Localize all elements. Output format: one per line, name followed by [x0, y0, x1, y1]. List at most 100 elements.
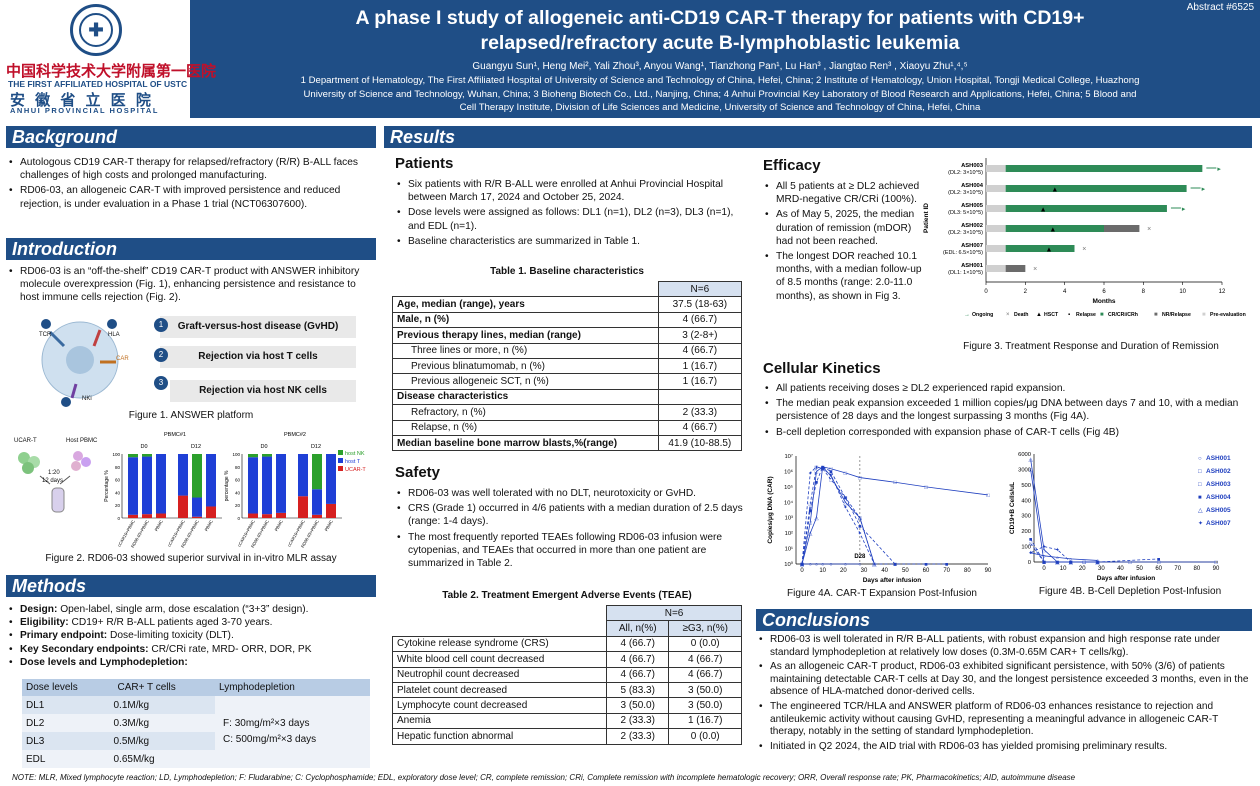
d28-annotation: D28 — [854, 554, 866, 560]
data-point: ○ — [821, 562, 824, 568]
category-sub-label: (DL2: 3×10^5) — [948, 190, 983, 196]
fig1-num: 1 — [154, 318, 168, 332]
table-row: Relapse, n (%) 4 (66.7) — [392, 419, 743, 436]
bar-segment — [128, 454, 138, 458]
fig4a-expansion-chart: 10⁷ 10⁶ 10⁵ 10⁴ 10³ 10² 10¹ 10⁰ 0 10 20 30 40 50 60 70 8… — [767, 453, 992, 584]
bar-segment — [312, 514, 322, 518]
legend-label: host NK — [345, 451, 365, 457]
fig1-num: 3 — [154, 376, 168, 390]
data-point: □ — [800, 562, 804, 568]
row-label: Previous therapy lines, median (range) — [392, 327, 659, 344]
list-item: The most frequently reported TEAEs follo… — [396, 531, 744, 571]
hospital-name-cn: 中国科学技术大学附属第一医院 — [6, 63, 217, 80]
x-tick-label: 70 — [1174, 566, 1181, 572]
legend-label: UCAR-T — [345, 467, 366, 473]
tick-label: 80 — [235, 465, 241, 470]
data-point: △ — [800, 562, 805, 568]
pbmc-label: PBMC#1 — [164, 432, 186, 438]
bar-segment — [192, 454, 202, 498]
x-tick-label: 40 — [881, 568, 888, 574]
data-point: ✦ — [1068, 559, 1073, 566]
table-row: Neutrophil count decreased 4 (66.7) 4 (66.… — [391, 666, 742, 683]
ld-cyclophosphamide: C: 500mg/m²×3 days — [223, 734, 317, 745]
series-line — [1030, 543, 1098, 563]
row-value: 1 (16.7) — [657, 373, 743, 390]
nki-label: NKi — [82, 396, 92, 402]
data-point: ■ — [829, 469, 832, 475]
bar-segment — [156, 454, 166, 514]
data-point: □ — [1056, 560, 1060, 566]
row-label: Hepatic function abnormal — [391, 728, 608, 745]
bar-segment — [312, 489, 322, 515]
introduction-heading: Introduction — [6, 238, 376, 260]
safety-heading: Safety — [395, 464, 441, 481]
category-label: ASH005 — [961, 203, 984, 209]
data-point: □ — [1042, 560, 1046, 566]
cr-bar — [1005, 245, 1075, 252]
data-point: ○ — [858, 562, 861, 568]
tick-label: 20 — [235, 503, 241, 508]
bar-segment — [262, 454, 272, 457]
data-point: □ — [1029, 541, 1033, 547]
table-row: DL1 0.1M/kg F: 30mg/m²×3 days C: 500mg/m²×… — [22, 696, 370, 768]
data-point: ○ — [815, 562, 818, 568]
y-axis-label: Patient ID — [923, 203, 930, 233]
x-tick-label: 70 — [943, 568, 950, 574]
data-point: □ — [815, 465, 819, 471]
data-point: □ — [1042, 560, 1046, 566]
x-tick-label: 4 — [1063, 289, 1067, 295]
y-tick-label: 10³ — [785, 516, 793, 522]
data-point: ■ — [844, 496, 847, 502]
x-tick-label: 30 — [1098, 566, 1105, 572]
affiliation-line: Cell Therapy Institute, Division of Life… — [459, 102, 981, 113]
title-line-2: relapsed/refractory acute B-lymphoblasti… — [480, 32, 960, 54]
list-item: As an allogeneic CAR-T product, RD06-03 … — [758, 661, 1252, 699]
y-tick-label: 10⁷ — [784, 453, 793, 460]
data-point: ✦ — [1028, 550, 1033, 557]
bar-segment — [192, 516, 202, 518]
pre-eval-bar — [986, 165, 1006, 172]
pre-eval-bar — [986, 245, 1006, 252]
affiliations: 1 Department of Hematology, The First Af… — [220, 74, 1220, 115]
list-item: As of May 5, 2025, the median duration o… — [764, 208, 924, 248]
data-point: □ — [1069, 560, 1073, 566]
legend-label: Ongoing — [972, 312, 993, 318]
data-point: △ — [1055, 560, 1060, 566]
x-tick-label: 30 — [861, 568, 868, 574]
figure-2-caption: Figure 2. RD06-03 showed superior surviv… — [45, 553, 337, 564]
x-tick-label: 0 — [800, 568, 804, 574]
x-axis-label: Days after infusion — [1097, 575, 1156, 582]
data-point: ✦ — [872, 561, 877, 568]
x-tick-label: 0 — [1042, 566, 1046, 572]
dose-table: Dose levels CAR+ T cells Lymphodepletion… — [22, 679, 370, 768]
conclusions-list: RD06-03 is well tolerated in R/R B-ALL p… — [758, 634, 1252, 755]
data-point: ■ — [800, 562, 803, 568]
list-item: RD06-03 is well tolerated in R/R B-ALL p… — [758, 634, 1252, 659]
legend-swatch: ■ — [1202, 312, 1206, 318]
x-tick-label: 12 — [1219, 289, 1226, 295]
data-point: □ — [809, 502, 813, 508]
list-item: Primary endpoint: Dose-limiting toxicity… — [8, 629, 374, 642]
legend-label: ASH007 — [1206, 520, 1231, 527]
tick-label: 80 — [115, 465, 121, 470]
bar-segment — [262, 514, 272, 518]
data-point: ■ — [809, 508, 812, 514]
poster-title: A phase I study of allogeneic anti-CD19 … — [220, 6, 1220, 56]
row-value: 41.9 (10-88.5) — [657, 434, 743, 452]
data-point: □ — [809, 520, 813, 526]
kinetics-list: All patients receiving doses ≥ DL2 exper… — [764, 382, 1252, 441]
legend-swatch: ▲ — [1036, 312, 1042, 318]
row-value: 4 (66.7) — [657, 311, 743, 329]
row-label: Three lines or more, n (%) — [392, 342, 659, 359]
hsct-marker: ▲ — [1040, 207, 1047, 214]
x-axis-label: Months — [1092, 298, 1115, 305]
cr-bar — [1005, 165, 1203, 172]
data-point: □ — [1157, 560, 1161, 566]
data-point: △ — [858, 516, 863, 522]
fig1-box-gvhd: Graft-versus-host disease (GvHD) — [160, 316, 356, 338]
results-heading: Results — [384, 126, 1252, 148]
hla-label: HLA — [108, 332, 120, 338]
series-line — [1030, 552, 1098, 561]
y-axis-label: Copies/μg DNA (CAR) — [767, 476, 774, 543]
